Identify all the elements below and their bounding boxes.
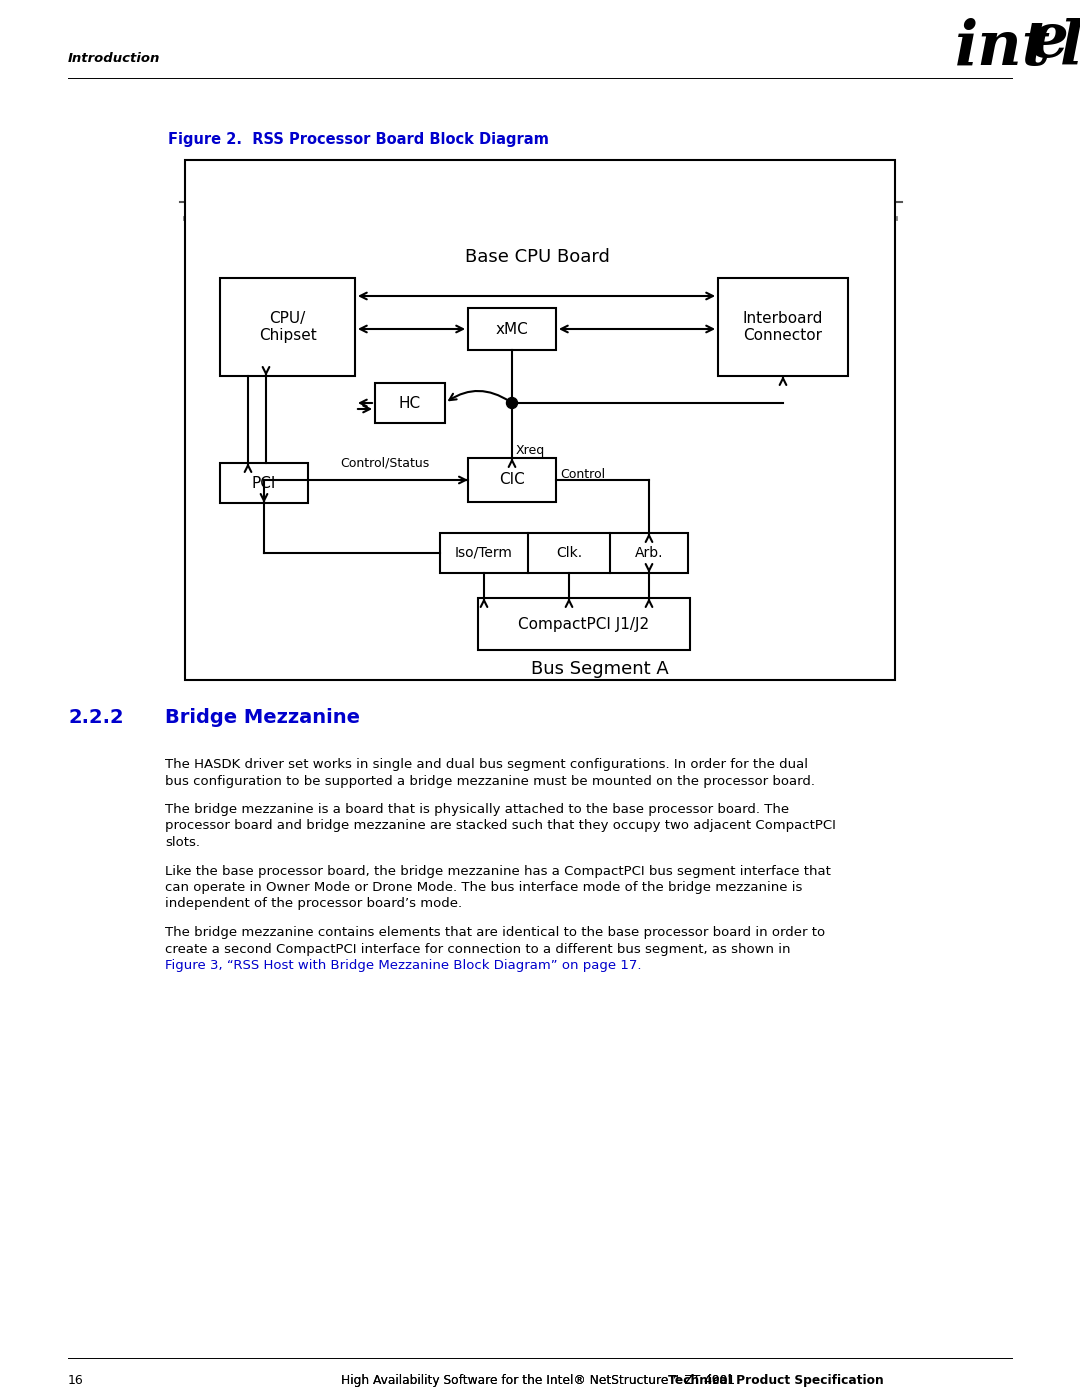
Text: The HASDK driver set works in single and dual bus segment configurations. In ord: The HASDK driver set works in single and… [165, 759, 808, 771]
Text: The bridge mezzanine is a board that is physically attached to the base processo: The bridge mezzanine is a board that is … [165, 803, 789, 816]
Bar [440, 534, 688, 573]
Text: can operate in Owner Mode or Drone Mode. The bus interface mode of the bridge me: can operate in Owner Mode or Drone Mode.… [165, 882, 802, 894]
Text: e: e [1030, 10, 1069, 70]
Bar [468, 458, 556, 502]
Text: int: int [955, 18, 1051, 78]
Text: 2.2.2: 2.2.2 [68, 708, 123, 726]
Text: Technical Product Specification: Technical Product Specification [669, 1375, 883, 1387]
Text: Like the base processor board, the bridge mezzanine has a CompactPCI bus segment: Like the base processor board, the bridg… [165, 865, 831, 877]
Text: Figure 2.  RSS Processor Board Block Diagram: Figure 2. RSS Processor Board Block Diag… [168, 131, 549, 147]
Text: CPU/
Chipset: CPU/ Chipset [258, 310, 316, 344]
Text: independent of the processor board’s mode.: independent of the processor board’s mod… [165, 897, 462, 911]
Bar [468, 307, 556, 351]
Text: Arb.: Arb. [635, 546, 663, 560]
Text: Iso/Term: Iso/Term [455, 546, 513, 560]
Bar [220, 462, 308, 503]
Text: Bridge Mezzanine: Bridge Mezzanine [165, 708, 360, 726]
Text: Xreq: Xreq [516, 444, 545, 457]
Text: PCI: PCI [252, 475, 276, 490]
Text: Figure 3, “RSS Host with Bridge Mezzanine Block Diagram” on page 17.: Figure 3, “RSS Host with Bridge Mezzanin… [165, 958, 642, 972]
Text: High Availability Software for the Intel® NetStructure™ ZT 4901: High Availability Software for the Intel… [341, 1375, 739, 1387]
Text: Control: Control [561, 468, 605, 481]
Text: High Availability Software for the Intel® NetStructure™ ZT 4901: High Availability Software for the Intel… [341, 1375, 739, 1387]
Text: CIC: CIC [499, 472, 525, 488]
Text: xMC: xMC [496, 321, 528, 337]
Text: Base CPU Board: Base CPU Board [464, 249, 609, 265]
Text: Bus Segment A: Bus Segment A [531, 659, 669, 678]
Bar [478, 598, 690, 650]
Bar [375, 383, 445, 423]
Text: The bridge mezzanine contains elements that are identical to the base processor : The bridge mezzanine contains elements t… [165, 926, 825, 939]
Text: CompactPCI J1/J2: CompactPCI J1/J2 [518, 616, 649, 631]
Bar [718, 278, 848, 376]
Text: bus configuration to be supported a bridge mezzanine must be mounted on the proc: bus configuration to be supported a brid… [165, 774, 815, 788]
Text: Control/Status: Control/Status [340, 455, 429, 469]
Text: 16: 16 [68, 1375, 84, 1387]
Text: Clk.: Clk. [556, 546, 582, 560]
Bar [220, 278, 355, 376]
Text: .: . [1077, 0, 1080, 27]
Text: l: l [1059, 18, 1080, 78]
Text: processor board and bridge mezzanine are stacked such that they occupy two adjac: processor board and bridge mezzanine are… [165, 820, 836, 833]
Circle shape [507, 398, 517, 408]
Text: HC: HC [399, 395, 421, 411]
Text: create a second CompactPCI interface for connection to a different bus segment, : create a second CompactPCI interface for… [165, 943, 791, 956]
Text: Interboard
Connector: Interboard Connector [743, 310, 823, 344]
Bar [185, 161, 895, 680]
Text: slots.: slots. [165, 835, 200, 849]
Text: Introduction: Introduction [68, 52, 160, 66]
